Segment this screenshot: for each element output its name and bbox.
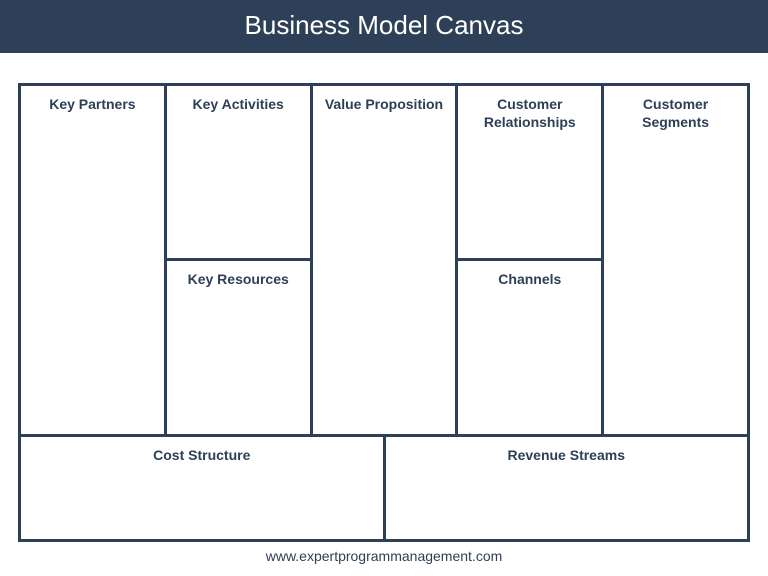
label-key-resources: Key Resources: [173, 271, 304, 289]
canvas-wrapper: Key Partners Key Activities Key Resource…: [0, 53, 768, 576]
canvas-bottom-row: Cost Structure Revenue Streams: [21, 434, 747, 539]
col-value-proposition: Value Proposition: [310, 86, 456, 434]
page-title: Business Model Canvas: [245, 10, 524, 40]
col-customer-segments: Customer Segments: [601, 86, 747, 434]
col-customer-relationships-channels: Customer Relationships Channels: [455, 86, 601, 434]
footer-url: www.expertprogrammanagement.com: [18, 542, 750, 572]
label-channels: Channels: [464, 271, 595, 289]
label-key-activities: Key Activities: [173, 96, 304, 114]
title-bar: Business Model Canvas: [0, 0, 768, 53]
cell-key-partners: Key Partners: [21, 86, 164, 434]
cell-cost-structure: Cost Structure: [21, 437, 383, 539]
label-cost-structure: Cost Structure: [27, 447, 377, 465]
col-key-partners: Key Partners: [21, 86, 164, 434]
cell-revenue-streams: Revenue Streams: [383, 437, 748, 539]
cell-channels: Channels: [458, 258, 601, 433]
label-key-partners: Key Partners: [27, 96, 158, 114]
label-revenue-streams: Revenue Streams: [392, 447, 742, 465]
cell-value-proposition: Value Proposition: [313, 86, 456, 434]
business-model-canvas: Key Partners Key Activities Key Resource…: [18, 83, 750, 542]
label-customer-relationships: Customer Relationships: [464, 96, 595, 131]
label-value-proposition: Value Proposition: [319, 96, 450, 114]
canvas-top-row: Key Partners Key Activities Key Resource…: [21, 86, 747, 434]
cell-key-activities: Key Activities: [167, 86, 310, 258]
cell-customer-relationships: Customer Relationships: [458, 86, 601, 258]
col-key-activities-resources: Key Activities Key Resources: [164, 86, 310, 434]
cell-key-resources: Key Resources: [167, 258, 310, 433]
label-customer-segments: Customer Segments: [610, 96, 741, 131]
cell-customer-segments: Customer Segments: [604, 86, 747, 434]
